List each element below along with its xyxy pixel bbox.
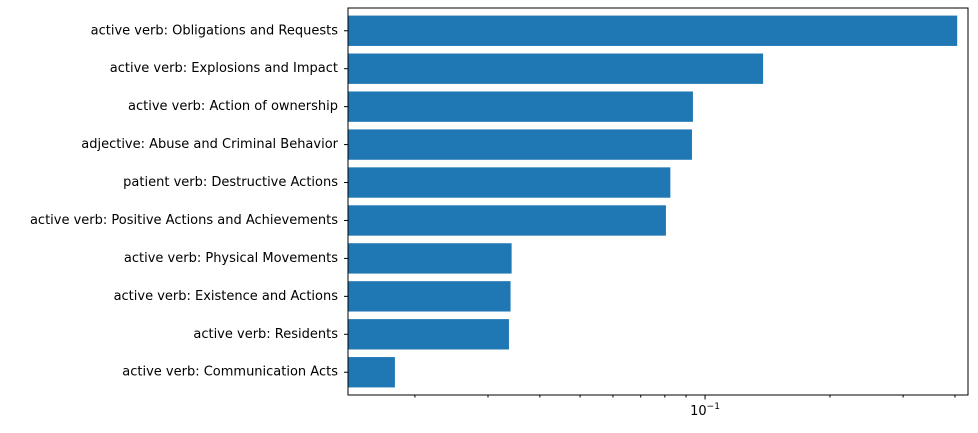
bar [348,243,512,274]
bar [348,91,693,122]
bar [348,53,764,84]
y-tick-label: patient verb: Destructive Actions [123,175,338,190]
y-tick-label: active verb: Explosions and Impact [110,61,338,76]
y-tick-label: adjective: Abuse and Criminal Behavior [81,137,338,152]
bar [348,129,692,160]
bar [348,205,666,236]
x-tick-label-exponent: −1 [707,402,720,412]
bar [348,357,395,388]
y-tick-label: active verb: Existence and Actions [114,289,339,304]
y-tick-label: active verb: Residents [193,327,338,342]
x-ticks: 10−1 [414,395,956,419]
bar [348,15,958,46]
x-tick-label: 10−1 [690,402,720,419]
x-tick-label-base: 10 [690,404,707,419]
y-tick-labels: active verb: Obligations and Requests act… [30,23,348,380]
y-tick-label: active verb: Obligations and Requests [91,23,339,38]
axes-frame [347,7,969,396]
y-tick-label: active verb: Positive Actions and Achiev… [30,213,338,228]
bar [348,167,671,198]
bars-group [348,15,958,388]
bar [348,319,509,350]
y-tick-label: active verb: Action of ownership [128,99,338,114]
y-tick-label: active verb: Communication Acts [122,365,338,380]
bar [348,281,511,312]
y-tick-label: active verb: Physical Movements [124,251,338,266]
